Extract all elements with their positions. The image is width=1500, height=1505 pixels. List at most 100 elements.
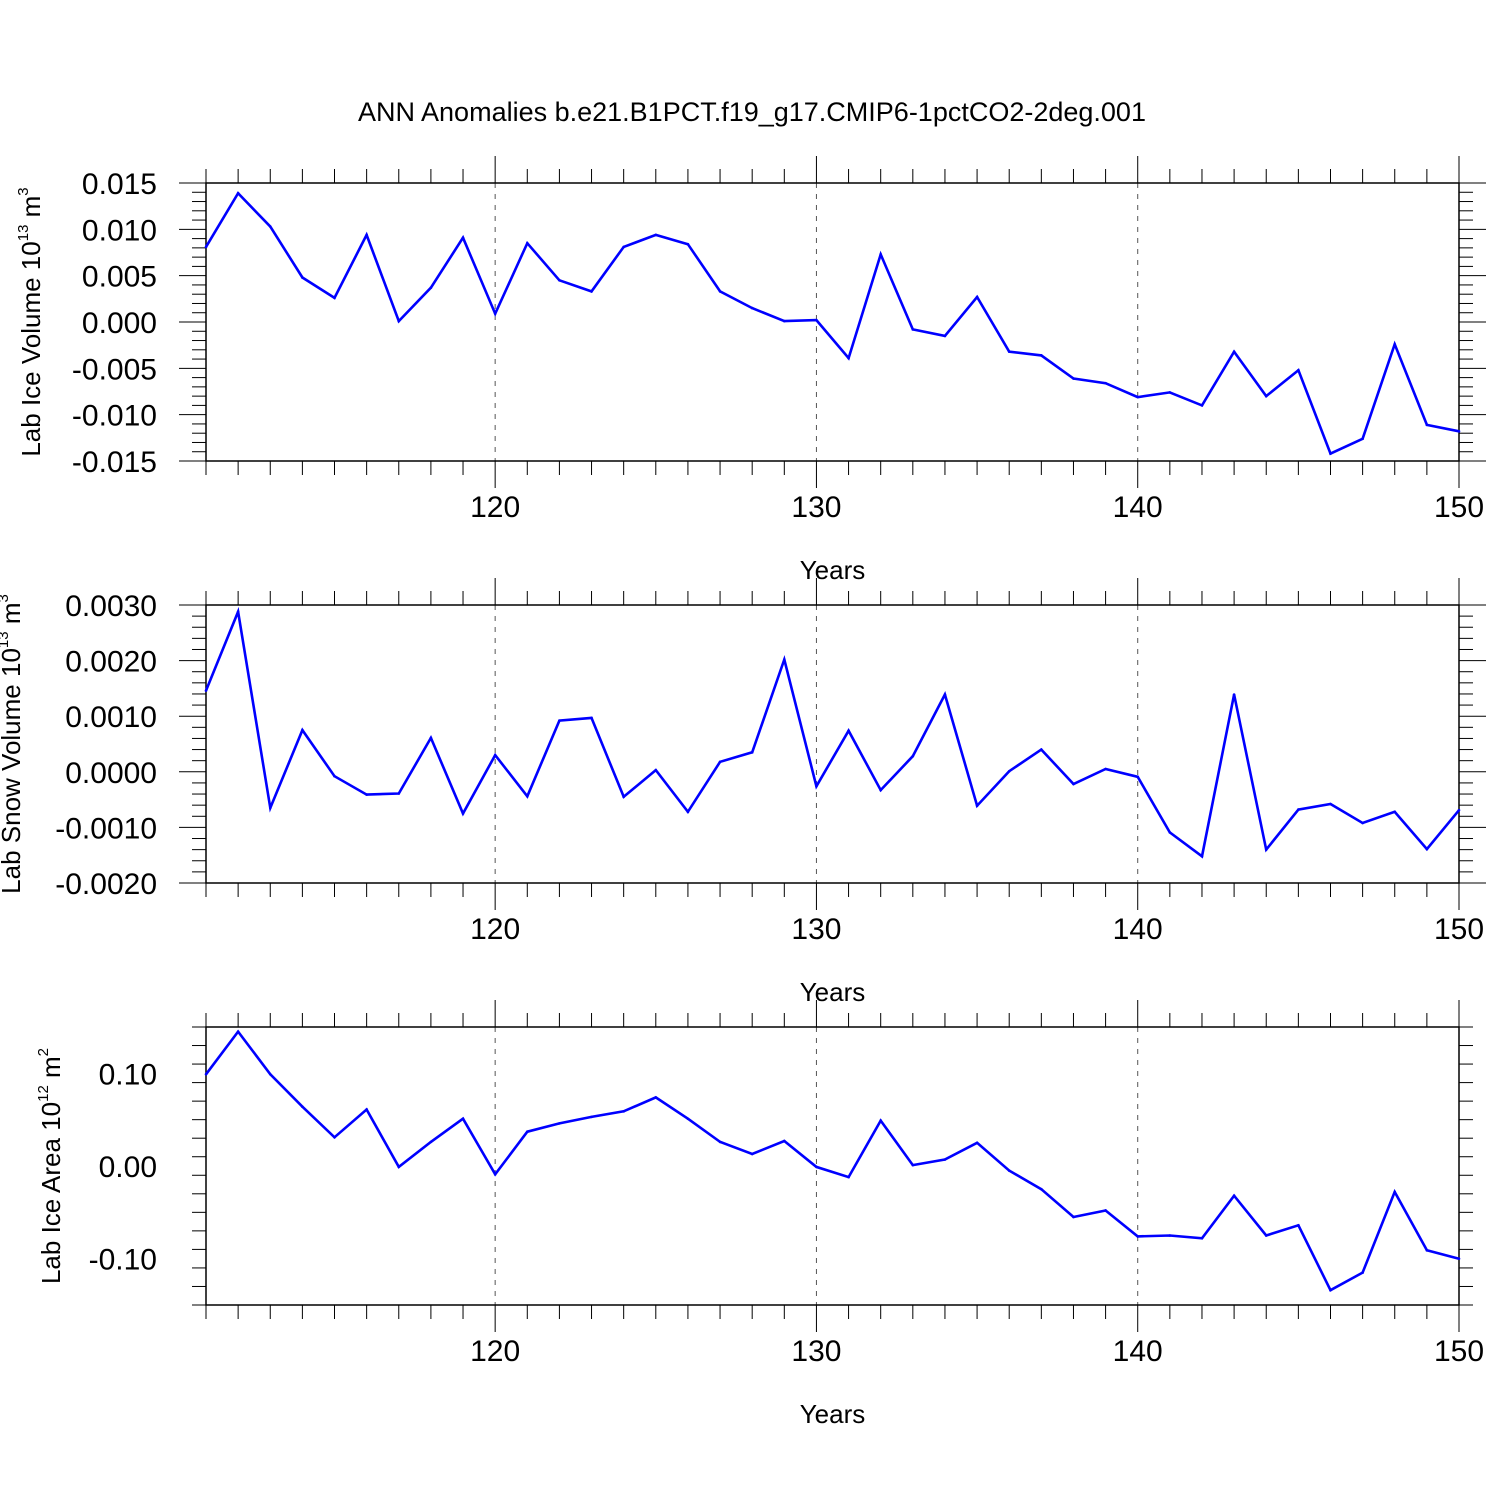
data-point	[204, 245, 208, 249]
data-point	[943, 693, 947, 696]
data-point	[1040, 748, 1043, 751]
y-axis-title-exponent: 12	[35, 1085, 52, 1102]
data-point	[236, 191, 240, 195]
data-point	[1297, 368, 1300, 372]
data-point	[943, 1158, 947, 1161]
data-point	[525, 241, 529, 245]
panel-2: 120 130 140 150 0.0030 0.0020 0.0010 0.0000 -0.0…	[0, 578, 1486, 1007]
data-point	[558, 1122, 561, 1125]
data-point	[397, 1165, 401, 1169]
data-point	[365, 233, 368, 237]
y-tick-label: 0.00	[99, 1151, 157, 1184]
data-point	[1457, 1257, 1461, 1260]
plot-frame	[205, 1026, 1460, 1306]
data-point	[654, 233, 658, 237]
data-point	[268, 225, 272, 228]
y-tick-label: 0.000	[82, 307, 157, 340]
y-axis-title-unit: m	[16, 196, 46, 225]
data-point	[1329, 802, 1332, 806]
chart-title: ANN Anomalies b.e21.B1PCT.f19_g17.CMIP6-…	[358, 97, 1146, 127]
data-point	[590, 716, 593, 720]
data-point	[686, 242, 690, 246]
data-point	[975, 295, 979, 299]
data-point	[815, 784, 818, 788]
plot-frame	[205, 182, 1460, 462]
data-point	[493, 1173, 497, 1176]
y-axis-title-unit-exponent: 3	[15, 187, 32, 195]
y-axis-title-text: Lab Ice Volume 10	[16, 241, 46, 456]
data-point	[1136, 1235, 1140, 1238]
x-axis-title: Years	[800, 555, 866, 585]
data-point	[1361, 1271, 1364, 1274]
data-point	[1104, 767, 1107, 771]
data-point	[429, 286, 433, 290]
data-point	[1264, 394, 1268, 398]
data-point	[461, 1117, 465, 1121]
data-point	[847, 729, 850, 732]
y-axis-title-unit: m	[0, 603, 26, 632]
x-axis-title: Years	[800, 1399, 866, 1429]
data-point	[429, 736, 433, 740]
data-point	[525, 1130, 529, 1134]
data-point	[1200, 1236, 1204, 1240]
data-point	[397, 319, 401, 323]
x-tick-label-150: 150	[1434, 913, 1484, 946]
data-point	[975, 804, 979, 808]
data-point	[525, 794, 529, 798]
data-point	[333, 1135, 336, 1139]
x-tick-label-140: 140	[1113, 491, 1163, 524]
data-point	[365, 1108, 368, 1111]
y-axis-title: Lab Snow Volume 1013 m3	[0, 594, 26, 894]
data-point	[558, 719, 561, 722]
data-point	[911, 328, 915, 331]
data-point	[750, 306, 754, 310]
data-point	[1168, 1234, 1172, 1237]
data-point	[718, 1140, 722, 1144]
x-tick-label-120: 120	[470, 1335, 520, 1368]
data-point	[1297, 808, 1300, 811]
data-point	[461, 812, 465, 815]
y-tick-label: 0.0030	[65, 590, 157, 623]
x-tick-label-150: 150	[1434, 1335, 1484, 1368]
y-axis-title-unit-exponent: 2	[35, 1048, 52, 1056]
y-tick-label: 0.005	[82, 261, 157, 294]
x-axis-title: Years	[800, 977, 866, 1007]
plot-frame	[205, 604, 1460, 884]
data-point	[333, 774, 336, 778]
data-point	[1168, 391, 1172, 394]
data-point	[686, 1117, 690, 1121]
y-axis-title-exponent: 13	[15, 225, 32, 242]
y-tick-label: -0.010	[72, 400, 157, 433]
data-point	[654, 1096, 658, 1099]
data-point	[1361, 821, 1364, 825]
data-point	[301, 276, 304, 279]
data-point	[1329, 452, 1332, 455]
data-point	[301, 728, 304, 732]
data-point	[847, 1175, 850, 1179]
data-point	[1393, 342, 1397, 346]
x-tick-label-150: 150	[1434, 491, 1484, 524]
y-tick-label: 0.010	[82, 214, 157, 247]
data-point	[879, 788, 882, 792]
data-point	[975, 1141, 979, 1145]
data-point	[1072, 377, 1075, 380]
data-point	[783, 1139, 786, 1143]
data-point	[1104, 1209, 1107, 1212]
data-point	[1136, 395, 1140, 399]
x-tick-label-140: 140	[1113, 1335, 1163, 1368]
data-point	[1007, 1169, 1011, 1172]
data-point	[1040, 1187, 1043, 1191]
data-point	[815, 1165, 818, 1169]
data-point	[622, 1110, 625, 1113]
data-point	[1232, 693, 1236, 696]
data-point	[943, 334, 947, 338]
data-point	[493, 753, 497, 757]
data-point	[301, 1105, 304, 1108]
y-tick-label: 0.0020	[65, 646, 157, 679]
data-point	[1425, 1249, 1429, 1252]
data-point	[1393, 1190, 1397, 1194]
data-point	[1264, 1234, 1268, 1237]
data-point	[879, 253, 882, 256]
data-point	[622, 795, 625, 799]
data-point	[204, 689, 208, 692]
